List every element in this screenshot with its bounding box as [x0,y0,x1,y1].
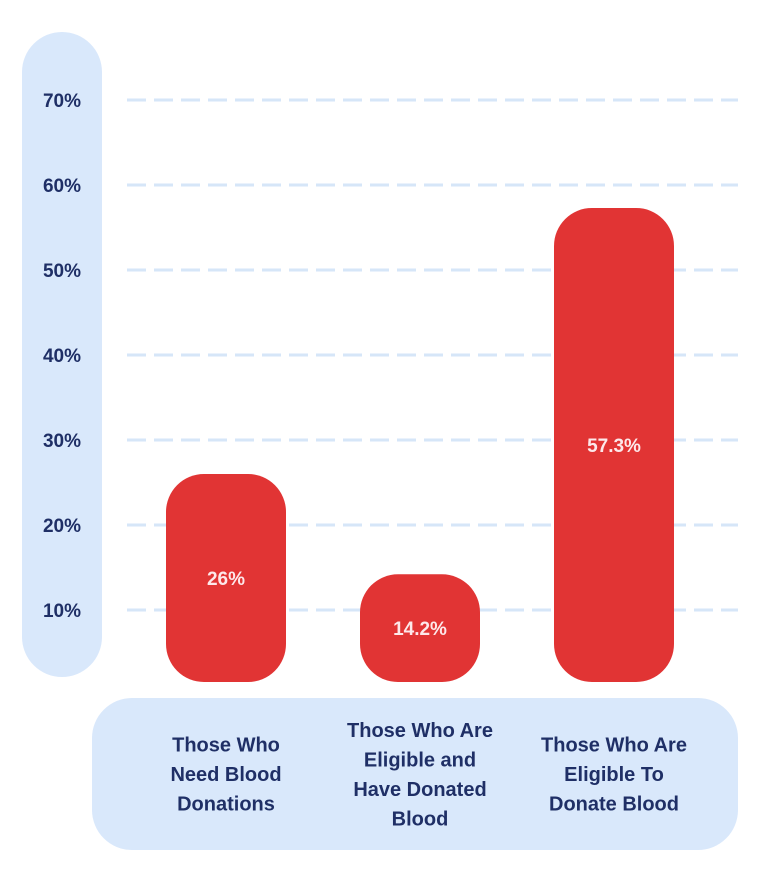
y-tick-label: 10% [43,601,81,622]
category-label-line: Donations [177,794,275,816]
y-tick-label: 60% [43,176,81,197]
category-label-line: Those Who Are [541,735,687,757]
x-axis-panel [92,698,738,850]
y-tick-label: 30% [43,431,81,452]
category-label: Those Who Are Eligible To Donate Blood [541,735,687,816]
chart-panels [22,32,738,850]
category-label-line: Eligible and [364,749,476,771]
category-label-line: Blood [392,808,449,830]
y-tick-label: 20% [43,516,81,537]
category-label-line: Donate Blood [549,794,679,816]
y-tick-label: 40% [43,346,81,367]
y-tick-label: 70% [43,91,81,112]
category-label-line: Eligible To [564,764,664,786]
bar-value-label: 26% [207,569,245,590]
bar-value-label: 14.2% [393,619,447,640]
category-label-line: Those Who Are [347,720,493,742]
category-label-line: Have Donated [353,779,486,801]
bar-3 [554,207,674,682]
category-label-line: Need Blood [170,764,281,786]
category-label-line: Those Who [172,735,280,757]
bar-2 [360,574,480,682]
bars: 26% 14.2% 57.3% [166,207,674,682]
x-axis-categories: Those Who Need Blood Donations Those Who Ar… [170,720,687,831]
bar-value-label: 57.3% [587,436,641,457]
y-tick-label: 50% [43,261,81,282]
category-label: Those Who Need Blood Donations [170,735,281,816]
y-axis-ticks: 10% 20% 30% 40% 50% 60% 70% [43,91,81,622]
category-label: Those Who Are Eligible and Have Donated Blo… [347,720,493,831]
y-axis-panel [22,32,102,677]
bar-1 [166,474,286,682]
